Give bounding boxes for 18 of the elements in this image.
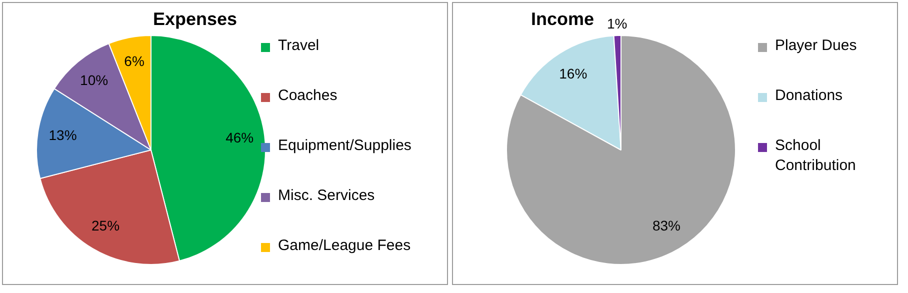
legend-label: Travel xyxy=(278,36,320,56)
legend-label: School Contribution xyxy=(775,136,857,176)
legend-label: Coaches xyxy=(278,86,338,106)
data-label: 10% xyxy=(80,72,108,88)
data-label: 6% xyxy=(124,53,144,70)
data-label: 1% xyxy=(606,15,628,32)
data-label: 16% xyxy=(559,65,588,82)
data-label: 25% xyxy=(92,218,120,234)
chart-title: Expenses xyxy=(153,9,238,30)
legend-label: Misc. Services xyxy=(278,186,375,206)
legend-label: Player Dues xyxy=(775,36,857,56)
legend-label: Donations xyxy=(775,86,843,106)
legend-label: Equipment/Supplies xyxy=(278,136,412,156)
data-label: 83% xyxy=(652,218,680,234)
data-label: 13% xyxy=(48,126,77,143)
data-label: 46% xyxy=(226,130,254,146)
chart-title: Income xyxy=(531,9,594,30)
legend-label: Game/League Fees xyxy=(278,236,411,256)
